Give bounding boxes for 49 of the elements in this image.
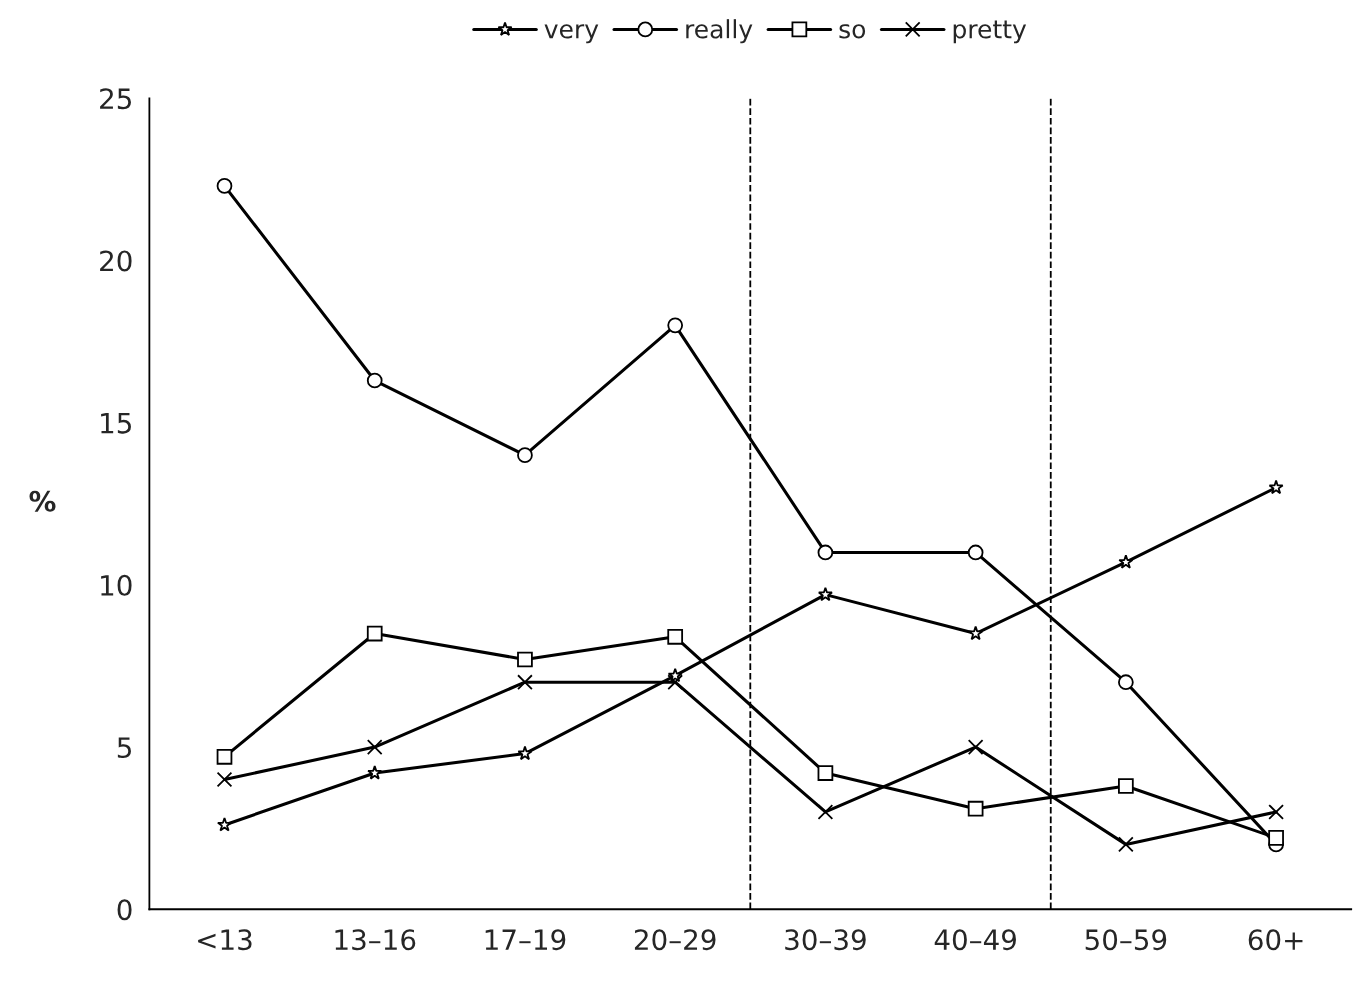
point	[967, 800, 984, 817]
point	[367, 765, 383, 780]
point	[1118, 778, 1134, 794]
point	[216, 771, 233, 788]
point	[667, 628, 684, 645]
point	[817, 586, 833, 602]
y-tick-label: 10	[101, 574, 132, 596]
y-axis-title: %	[29, 490, 56, 512]
x-tick-label: 60+	[1248, 929, 1303, 951]
point	[967, 544, 984, 561]
x-tick-label: 17–19	[485, 929, 566, 951]
point	[517, 674, 533, 691]
point	[667, 674, 684, 691]
x-tick-label: 20–29	[634, 929, 716, 951]
point	[517, 651, 533, 668]
point	[1118, 836, 1134, 853]
y-tick-label: 20	[100, 250, 132, 272]
x-tick-label: 50–59	[1085, 929, 1167, 951]
x-tick-label: <13	[198, 929, 252, 951]
point	[1268, 830, 1284, 846]
point	[517, 447, 533, 463]
y-tick-label: 25	[100, 88, 131, 110]
point	[366, 625, 383, 642]
point	[366, 372, 383, 389]
point	[366, 739, 383, 755]
legend-label: pretty	[953, 20, 1027, 44]
point	[216, 817, 233, 832]
y-tick-label: 15	[101, 412, 131, 434]
point	[216, 748, 233, 765]
y-tick-label: 5	[117, 737, 131, 759]
y-tick-label: 0	[117, 899, 132, 921]
legend-label: really	[686, 19, 753, 44]
point	[817, 765, 834, 781]
point	[968, 625, 984, 641]
point	[517, 745, 533, 761]
legend-label: very	[544, 24, 599, 44]
legend-label: so	[839, 24, 866, 39]
point	[667, 317, 684, 334]
point	[817, 544, 834, 561]
x-tick-label: 40–49	[934, 929, 1016, 951]
point	[1118, 674, 1134, 691]
point	[817, 804, 834, 820]
point	[967, 739, 984, 755]
point	[1268, 804, 1284, 820]
x-tick-label: 30–39	[785, 929, 866, 951]
point	[1118, 554, 1134, 569]
x-tick-label: 13–16	[335, 929, 416, 951]
point	[216, 178, 233, 194]
point	[1268, 479, 1284, 495]
